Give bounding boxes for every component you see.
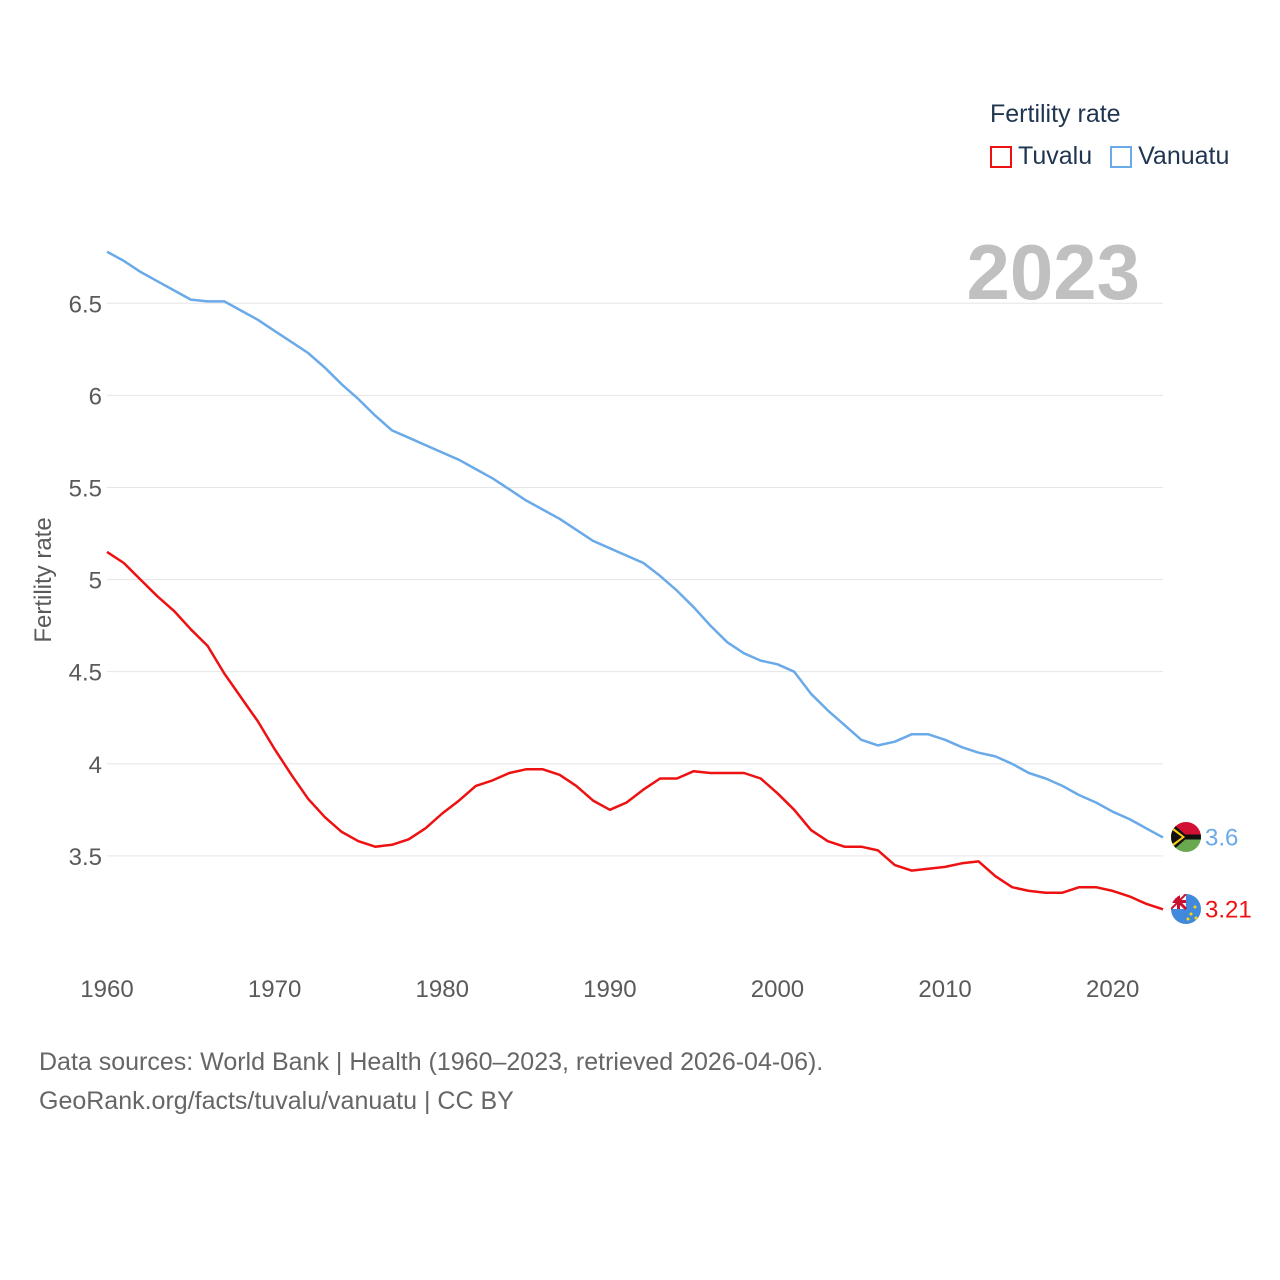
x-tick-label: 2020 <box>1086 976 1139 1003</box>
x-tick-label: 2000 <box>751 976 804 1003</box>
series-line-tuvalu <box>106 550 1164 911</box>
x-tick-label: 1980 <box>416 976 469 1003</box>
source-line-1: Data sources: World Bank | Health (1960–… <box>39 1048 824 1076</box>
x-tick-label: 1970 <box>248 976 301 1003</box>
tuvalu-flag-icon <box>1171 894 1201 924</box>
legend-swatch-tuvalu <box>990 145 1012 168</box>
x-axis-ticks: 1960 1970 1980 1990 2000 2010 2020 <box>80 976 1139 1003</box>
legend-label-vanuatu: Vanuatu <box>1138 142 1230 170</box>
x-tick-label: 1990 <box>583 976 636 1003</box>
x-tick-label: 2010 <box>918 976 971 1003</box>
end-label-tuvalu: 3.21 <box>1205 896 1252 923</box>
vanuatu-flag-icon <box>1171 822 1201 852</box>
series-line-vanuatu <box>106 250 1164 839</box>
y-tick-label: 4 <box>89 752 102 779</box>
y-tick-label: 4.5 <box>69 660 102 687</box>
y-axis-title: Fertility rate <box>30 517 57 642</box>
y-tick-label: 3.5 <box>69 844 102 871</box>
legend: Tuvalu Vanuatu <box>990 142 1229 171</box>
y-tick-label: 5 <box>89 568 102 595</box>
source-line-2[interactable]: GeoRank.org/facts/tuvalu/vanuatu | CC BY <box>39 1087 514 1115</box>
y-tick-label: 6.5 <box>69 291 102 318</box>
x-tick-label: 1960 <box>80 976 133 1003</box>
legend-item-vanuatu[interactable]: Vanuatu <box>1110 142 1229 171</box>
y-tick-label: 6 <box>89 383 102 410</box>
legend-item-tuvalu[interactable]: Tuvalu <box>990 142 1092 171</box>
year-watermark: 2023 <box>966 228 1140 316</box>
source-note: Data sources: World Bank | Health (1960–… <box>39 1043 823 1121</box>
y-axis-ticks: 3.5 4 4.5 5 5.5 6 6.5 <box>69 291 102 871</box>
end-markers <box>1171 822 1201 924</box>
series-lines <box>106 250 1164 911</box>
end-label-vanuatu: 3.6 <box>1205 824 1238 851</box>
end-labels: 3.6 3.21 <box>1205 824 1252 923</box>
legend-title: Fertility rate <box>990 100 1121 128</box>
gridlines <box>107 302 1163 857</box>
legend-label-tuvalu: Tuvalu <box>1018 142 1093 170</box>
legend-swatch-vanuatu <box>1110 145 1133 168</box>
y-tick-label: 5.5 <box>69 475 102 502</box>
